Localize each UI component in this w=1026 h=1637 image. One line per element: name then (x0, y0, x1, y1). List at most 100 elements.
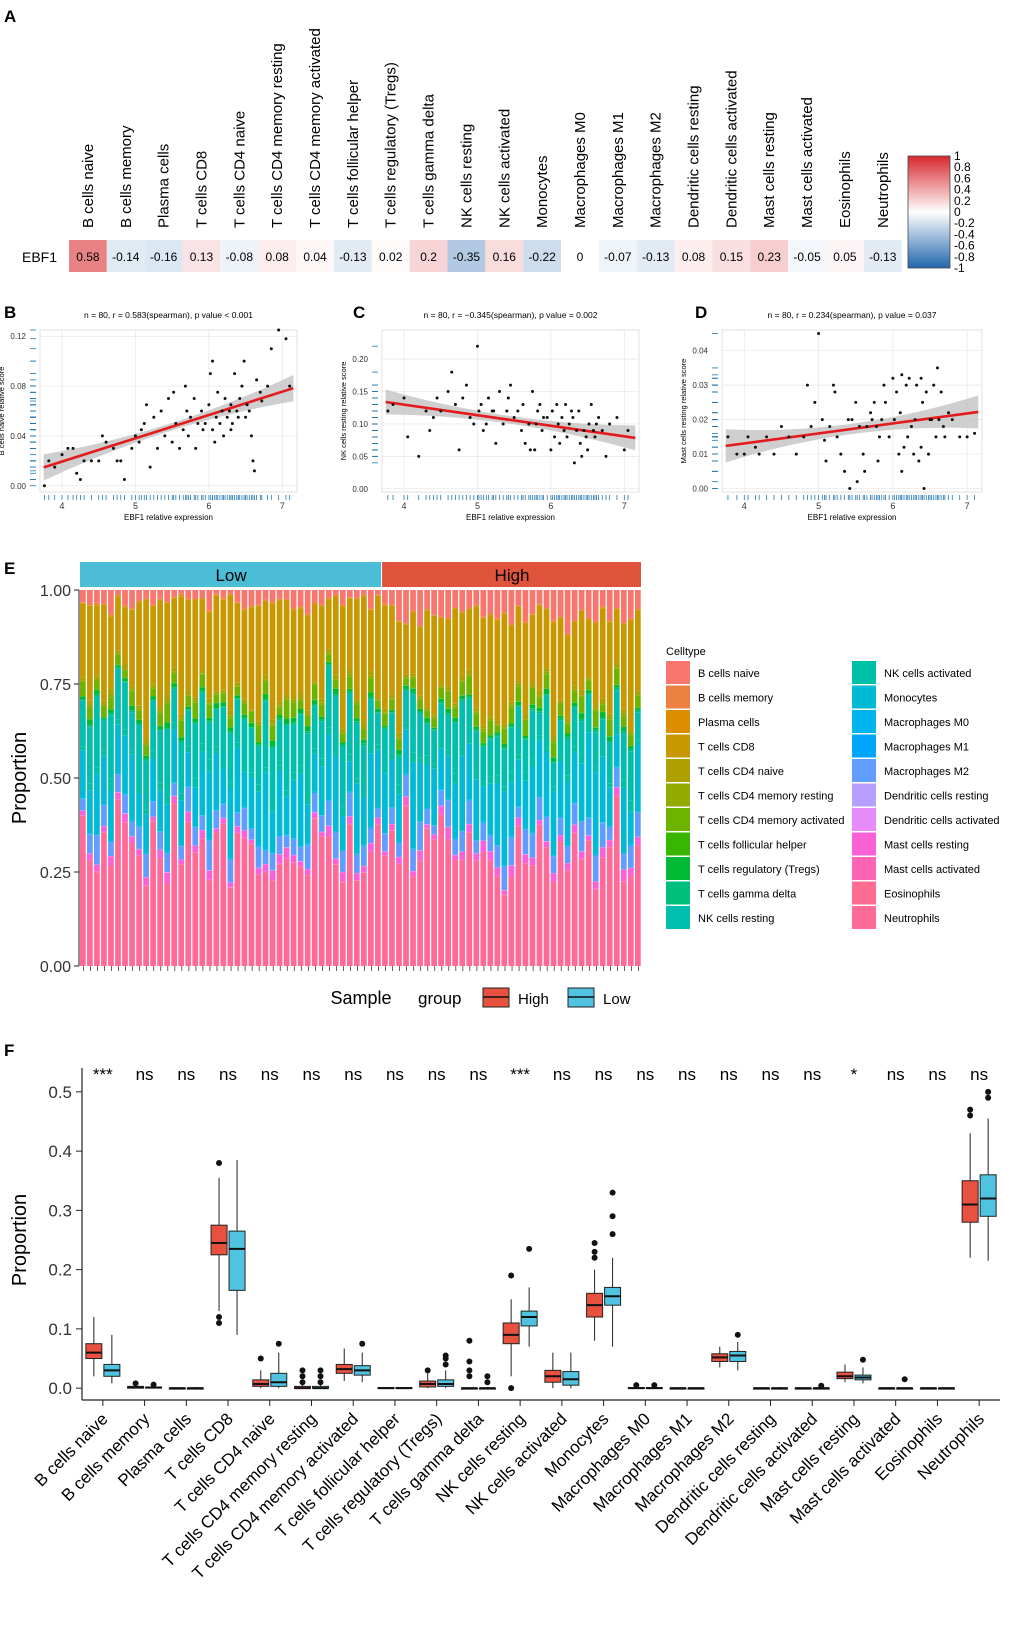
stacked-bar-segment (592, 772, 599, 855)
y-tick-label: 0.00 (40, 959, 71, 976)
stacked-bar-segment (522, 735, 529, 739)
stacked-bar-segment (606, 847, 613, 966)
stacked-bar-segment (445, 798, 452, 800)
stacked-bar-segment (234, 812, 241, 813)
stacked-bar-segment (185, 746, 192, 753)
data-point (895, 390, 899, 394)
heatmap-value: 0.15 (720, 250, 744, 264)
stacked-bar-segment (248, 723, 255, 728)
stacked-bar-segment (564, 718, 571, 723)
stacked-bar-segment (620, 708, 627, 713)
stacked-bar-segment (627, 844, 634, 846)
stacked-bar-segment (403, 729, 409, 774)
stacked-bar-segment (550, 620, 557, 622)
stacked-bar-segment (136, 590, 142, 601)
stacked-bar-segment (599, 608, 606, 699)
heatmap-column-label: T cells regulatory (Tregs) (383, 62, 400, 228)
stacked-bar-segment (150, 821, 156, 966)
stacked-bar-segment (438, 618, 444, 685)
data-point (805, 383, 809, 387)
data-point (850, 418, 854, 422)
stacked-bar-segment (557, 718, 564, 721)
stacked-bar-segment (599, 702, 606, 705)
data-point (258, 390, 262, 394)
stacked-bar-segment (543, 847, 550, 966)
stacked-bar-segment (522, 863, 529, 966)
data-point (406, 435, 410, 439)
stacked-bar-segment (129, 754, 135, 821)
stacked-bar-segment (522, 719, 529, 721)
stacked-bar-segment (564, 722, 571, 725)
data-point (402, 396, 406, 400)
stacked-bar-segment (550, 742, 557, 758)
stacked-bar-segment (613, 668, 620, 685)
x-axis-label: EBF1 relative expression (466, 513, 555, 522)
stacked-bar-segment (122, 681, 128, 683)
stacked-bar-segment (269, 853, 276, 871)
heatmap-column-label: Neutrophils (875, 152, 892, 228)
stacked-bar-segment (115, 799, 121, 966)
significance-label: ns (219, 1065, 237, 1084)
legend-label: Eosinophils (884, 889, 941, 901)
stacked-bar-segment (101, 603, 107, 605)
stacked-bar-segment (410, 673, 416, 677)
data-point (863, 469, 867, 473)
stacked-bar-segment (382, 726, 388, 728)
stacked-bar-segment (164, 804, 171, 853)
stacked-bar-segment (143, 877, 149, 886)
stacked-bar-segment (515, 705, 522, 707)
stacked-bar-segment (571, 706, 578, 708)
stacked-bar-segment (557, 617, 564, 700)
stacked-bar-segment (101, 826, 107, 833)
data-point (229, 403, 233, 407)
data-point (939, 390, 943, 394)
data-point (521, 403, 525, 407)
legend-label: Macrophages M0 (884, 717, 969, 729)
data-point (71, 446, 75, 450)
stacked-bar-segment (269, 725, 276, 741)
stacked-bar-segment (178, 859, 185, 865)
stacked-bar-segment (241, 698, 248, 701)
stacked-bar-segment (417, 757, 423, 764)
stacked-bar-segment (283, 598, 290, 600)
stacked-bar-segment (290, 779, 297, 839)
stacked-bar-segment (466, 698, 473, 740)
stacked-bar-segment (192, 722, 199, 724)
stacked-bar-segment (459, 831, 466, 852)
stacked-bar-segment (122, 822, 128, 966)
stacked-bar-segment (325, 734, 332, 800)
stacked-bar-segment (122, 735, 128, 794)
stacked-bar-segment (375, 807, 381, 809)
stacked-bar-segment (410, 691, 416, 695)
heatmap-value: 0.02 (379, 250, 403, 264)
stacked-bar-segment (318, 702, 325, 705)
stacked-bar-segment (578, 821, 585, 852)
stacked-bar-segment (136, 849, 142, 856)
stacked-bar-segment (445, 590, 452, 618)
stacked-bar-segment (150, 800, 156, 802)
stacked-bar-segment (501, 590, 508, 612)
stacked-bar-segment (283, 847, 290, 859)
stacked-bar-segment (634, 590, 641, 610)
stacked-bar-segment (150, 604, 156, 606)
stacked-bar-segment (297, 606, 304, 608)
stacked-bar-segment (178, 793, 185, 801)
colorbar-tick-label: -0.8 (954, 250, 975, 264)
significance-label: ns (803, 1065, 821, 1084)
stacked-bar-segment (494, 618, 501, 620)
legend-label: T cells regulatory (Tregs) (698, 864, 820, 876)
data-point (922, 487, 926, 491)
stacked-bar-segment (536, 697, 543, 708)
stacked-bar-segment (87, 719, 93, 726)
stacked-bar-segment (80, 590, 86, 603)
outlier-point (901, 1376, 908, 1383)
stacked-bar-segment (108, 778, 114, 791)
heatmap-value: 0.05 (833, 250, 857, 264)
stacked-bar-segment (87, 860, 93, 966)
stacked-bar-segment (143, 744, 149, 746)
y-tick-label: 0.02 (692, 416, 708, 425)
stacked-bar-segment (550, 791, 557, 856)
stacked-bar-segment (529, 681, 536, 687)
stacked-bar-segment (108, 856, 114, 866)
heatmap-column-label: T cells gamma delta (421, 93, 438, 228)
